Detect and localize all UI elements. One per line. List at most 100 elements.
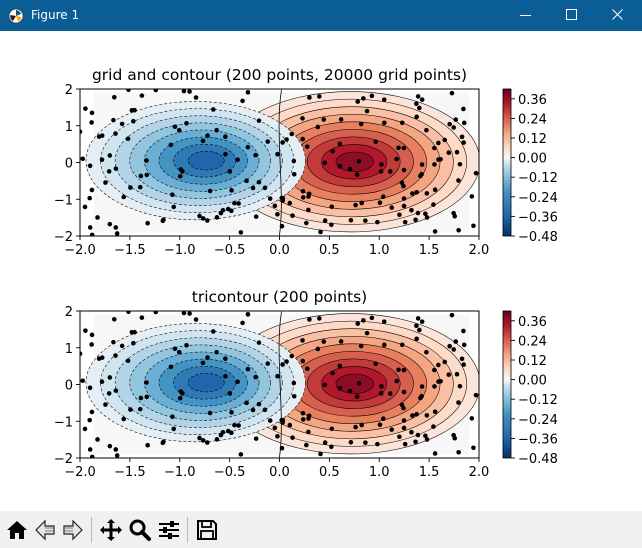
colorbar [502, 88, 512, 237]
scatter-point [329, 204, 335, 210]
scatter-point [381, 120, 387, 126]
scatter-point [415, 432, 421, 438]
y-tick-label: 2 [65, 83, 73, 98]
scatter-point [197, 213, 202, 219]
scatter-point [218, 432, 224, 438]
scatter-point [459, 356, 465, 362]
scatter-point [454, 149, 460, 155]
scatter-point [456, 400, 461, 405]
scatter-point [172, 346, 178, 352]
scatter-point [373, 139, 379, 145]
forward-button[interactable] [61, 518, 85, 542]
scatter-point [409, 429, 414, 435]
scatter-point [129, 329, 135, 335]
back-icon [35, 519, 55, 541]
scatter-point [306, 194, 311, 199]
scatter-point [232, 422, 237, 428]
scatter-point [245, 144, 251, 150]
scatter-point [419, 162, 425, 167]
scatter-point [423, 211, 428, 217]
scatter-point [180, 169, 185, 174]
scatter-point [275, 373, 280, 379]
scatter-point [87, 195, 92, 201]
colorbar-tick-label: 0.24 [518, 334, 547, 349]
figure-canvas[interactable]: grid and contour (200 points, 20000 grid… [0, 31, 642, 511]
scatter-point [87, 447, 93, 452]
scatter-point [304, 144, 310, 149]
scatter-point [418, 395, 423, 401]
minimize-button[interactable] [504, 0, 550, 31]
back-button[interactable] [33, 518, 57, 542]
scatter-point [410, 191, 415, 196]
scatter-point [300, 338, 305, 343]
scatter-point [402, 219, 408, 225]
scatter-point [419, 97, 425, 102]
scatter-point [380, 416, 386, 421]
scatter-point [210, 107, 216, 112]
zero-contour-line [278, 89, 282, 236]
window-titlebar[interactable]: Figure 1 [0, 0, 642, 31]
scatter-point [200, 360, 206, 366]
scatter-point [290, 435, 295, 440]
scatter-point [214, 215, 220, 220]
scatter-point [170, 414, 175, 420]
pan-button[interactable] [99, 518, 123, 542]
x-tick-label: −2.0 [64, 465, 96, 480]
scatter-point [205, 218, 210, 223]
zoom-button[interactable] [128, 518, 152, 542]
scatter-point [347, 388, 353, 394]
scatter-point [107, 375, 113, 380]
scatter-point [432, 162, 437, 167]
scatter-point [377, 200, 383, 205]
close-icon [612, 9, 623, 20]
scatter-point [89, 120, 94, 125]
scatter-point [223, 134, 228, 140]
scatter-point [361, 318, 366, 323]
scatter-point [177, 395, 183, 401]
scatter-point [330, 148, 335, 154]
colorbar-tick-label: −0.12 [518, 171, 558, 186]
scatter-point [399, 342, 405, 348]
scatter-point [287, 422, 293, 428]
scatter-point [381, 97, 387, 102]
scatter-point [373, 361, 379, 367]
scatter-point [238, 230, 244, 235]
scatter-point [322, 218, 328, 223]
scatter-point [454, 371, 460, 377]
home-button[interactable] [5, 518, 29, 542]
zero-contour-line [278, 311, 282, 458]
scatter-point [306, 207, 311, 213]
scatter-point [424, 349, 429, 355]
scatter-point [353, 424, 358, 430]
scatter-point [402, 441, 408, 447]
scatter-point [144, 394, 150, 400]
close-button[interactable] [596, 0, 642, 31]
scatter-point [424, 413, 430, 418]
scatter-point [291, 158, 297, 164]
configure-subplots-button[interactable] [157, 518, 181, 542]
scatter-point [300, 410, 306, 416]
save-icon [197, 520, 217, 540]
scatter-point [423, 433, 428, 439]
colorbar-tick-label: −0.48 [518, 452, 558, 467]
save-button[interactable] [195, 518, 219, 542]
scatter-point [307, 95, 312, 100]
scatter-point [170, 192, 175, 198]
scatter-point [394, 378, 399, 384]
scatter-point [113, 166, 119, 171]
scatter-point [337, 141, 343, 147]
scatter-point [267, 418, 273, 423]
scatter-point [457, 161, 463, 167]
scatter-point [240, 320, 245, 326]
scatter-point [253, 214, 259, 219]
scatter-point [111, 339, 116, 345]
scatter-point [121, 416, 127, 422]
maximize-button[interactable] [550, 0, 596, 31]
scatter-point [275, 434, 280, 439]
scatter-point [381, 342, 387, 348]
scatter-point [214, 127, 219, 133]
scatter-point [89, 332, 95, 338]
scatter-point [410, 413, 415, 418]
scatter-point [95, 215, 100, 220]
scatter-point [267, 196, 273, 201]
